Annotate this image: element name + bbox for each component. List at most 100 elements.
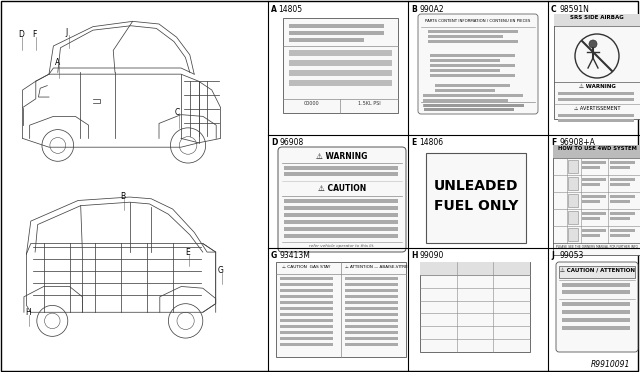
Bar <box>428 30 518 32</box>
Bar <box>562 283 630 287</box>
Bar <box>430 69 500 71</box>
Bar <box>582 234 600 237</box>
Bar <box>424 108 514 110</box>
Text: F: F <box>551 138 556 147</box>
Bar <box>284 234 398 238</box>
Bar <box>424 104 524 106</box>
Bar <box>435 89 495 92</box>
Bar <box>426 153 526 243</box>
Text: FUEL ONLY: FUEL ONLY <box>434 199 518 213</box>
Bar <box>554 14 640 26</box>
Bar <box>423 94 523 96</box>
Text: 990A2: 990A2 <box>419 5 444 14</box>
Bar <box>554 14 640 119</box>
Bar <box>280 283 333 286</box>
Bar <box>284 172 398 176</box>
Text: 14805: 14805 <box>278 5 302 14</box>
Bar <box>559 266 635 278</box>
Bar <box>568 211 578 224</box>
Bar <box>280 313 333 316</box>
Bar <box>610 212 635 215</box>
Bar <box>280 289 333 292</box>
Text: J: J <box>551 251 554 260</box>
Bar <box>558 92 634 95</box>
Bar <box>345 307 398 310</box>
Text: ⚠ ATTENTION — ABAISE-VITRE: ⚠ ATTENTION — ABAISE-VITRE <box>345 265 408 269</box>
Text: 1.5KL PSI: 1.5KL PSI <box>358 101 380 106</box>
Text: HOW TO USE 4WD SYSTEM: HOW TO USE 4WD SYSTEM <box>557 146 636 151</box>
Bar <box>610 229 635 232</box>
Bar <box>284 227 398 231</box>
Bar <box>582 212 606 215</box>
Text: B: B <box>120 192 125 201</box>
Bar <box>582 166 600 169</box>
Bar <box>345 295 398 298</box>
Bar <box>568 194 578 207</box>
Bar <box>345 337 398 340</box>
Bar <box>582 217 600 220</box>
Bar <box>289 50 392 56</box>
Bar <box>280 337 333 340</box>
Bar <box>280 325 333 328</box>
Bar <box>562 290 630 294</box>
Bar <box>430 64 515 67</box>
Text: J: J <box>65 28 67 37</box>
Circle shape <box>589 40 597 48</box>
Text: R9910091: R9910091 <box>591 360 630 369</box>
Bar <box>430 54 515 57</box>
Bar <box>345 283 398 286</box>
Bar <box>284 206 398 210</box>
Bar <box>345 331 398 334</box>
Text: G: G <box>271 251 277 260</box>
Bar <box>280 295 333 298</box>
Bar <box>345 301 398 304</box>
Text: C: C <box>175 108 180 117</box>
Text: G: G <box>218 266 224 275</box>
Bar <box>610 195 635 198</box>
Bar <box>420 262 530 352</box>
Bar <box>562 310 630 314</box>
Text: B: B <box>411 5 417 14</box>
Text: ⚠ CAUTION / ATTENTION: ⚠ CAUTION / ATTENTION <box>559 267 634 272</box>
Text: 93413M: 93413M <box>279 251 310 260</box>
Text: refer vehicle operator to this lit.: refer vehicle operator to this lit. <box>309 244 374 248</box>
Bar <box>289 31 384 35</box>
Text: D: D <box>18 30 24 39</box>
Bar <box>428 40 518 42</box>
Text: ⚠ AVERTISSEMENT: ⚠ AVERTISSEMENT <box>573 106 620 111</box>
Bar <box>610 200 630 203</box>
Bar <box>582 229 606 232</box>
Bar <box>430 59 500 61</box>
Bar <box>568 177 578 190</box>
Text: ⚠ CAUTION: ⚠ CAUTION <box>318 184 366 193</box>
Bar <box>582 178 606 181</box>
Bar <box>280 319 333 322</box>
Text: A: A <box>55 58 60 67</box>
Bar <box>345 313 398 316</box>
Bar <box>289 38 364 42</box>
Bar <box>582 195 606 198</box>
Bar <box>284 220 398 224</box>
Bar <box>284 199 398 203</box>
Bar <box>284 166 398 170</box>
Text: 96908+A: 96908+A <box>559 138 595 147</box>
Text: H: H <box>25 308 31 317</box>
Bar <box>284 213 398 217</box>
Bar <box>345 343 398 346</box>
Bar <box>345 319 398 322</box>
Bar <box>610 166 630 169</box>
Bar <box>562 326 630 330</box>
Bar <box>582 161 606 164</box>
Bar <box>435 84 510 87</box>
Bar <box>430 74 515 77</box>
Bar <box>562 318 630 322</box>
Bar <box>558 119 634 122</box>
Bar <box>283 18 398 113</box>
Bar <box>582 200 600 203</box>
Bar <box>610 183 630 186</box>
Bar <box>558 98 634 101</box>
FancyBboxPatch shape <box>418 14 538 114</box>
Text: SRS SIDE AIRBAG: SRS SIDE AIRBAG <box>570 15 624 20</box>
Bar <box>289 70 392 76</box>
Bar <box>289 24 384 28</box>
